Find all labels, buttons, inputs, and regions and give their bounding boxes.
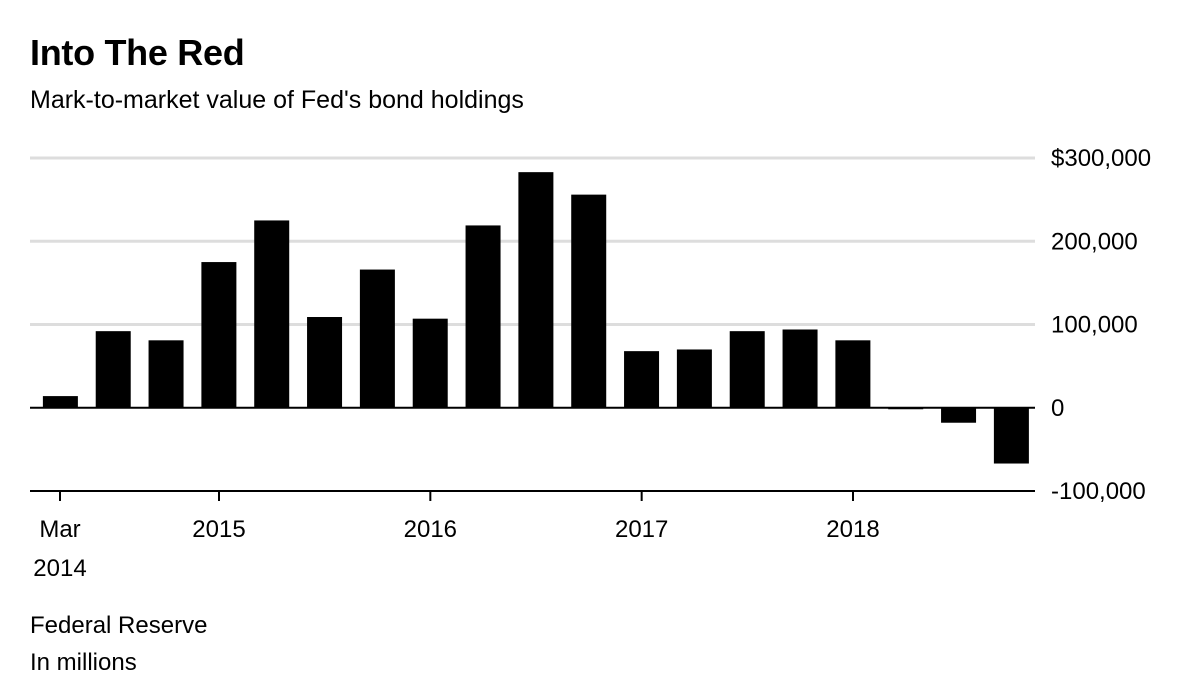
bar — [307, 317, 343, 408]
y-tick-label: 200,000 — [1051, 228, 1138, 255]
bar — [676, 349, 712, 408]
source-note: Federal Reserve — [30, 612, 208, 639]
units-note: In millions — [30, 649, 137, 676]
x-tick-label: 2016 — [404, 516, 457, 543]
x-tick-label: 2018 — [826, 516, 879, 543]
bar — [941, 407, 977, 423]
bar — [465, 225, 501, 408]
bar — [359, 269, 395, 408]
y-tick-label: 0 — [1051, 395, 1064, 422]
bar — [95, 331, 131, 408]
x-tick-label: 2015 — [192, 516, 245, 543]
bar — [42, 396, 78, 408]
x-tick-label: Mar — [39, 516, 80, 543]
bar — [993, 407, 1029, 464]
x-tick-label: 2014 — [33, 555, 86, 582]
bar — [729, 331, 765, 408]
bar — [254, 220, 290, 408]
x-tick-label: 2017 — [615, 516, 668, 543]
bar — [782, 329, 818, 408]
bar — [571, 194, 607, 408]
bar — [624, 351, 660, 408]
bar — [835, 340, 871, 408]
bar — [518, 172, 554, 408]
bar — [412, 318, 448, 408]
bar — [148, 340, 184, 408]
bar — [201, 262, 237, 408]
y-tick-label: $300,000 — [1051, 145, 1151, 172]
chart-subtitle: Mark-to-market value of Fed's bond holdi… — [30, 86, 524, 114]
chart-title: Into The Red — [30, 32, 245, 73]
y-tick-label: 100,000 — [1051, 312, 1138, 339]
y-tick-label: -100,000 — [1051, 478, 1146, 505]
